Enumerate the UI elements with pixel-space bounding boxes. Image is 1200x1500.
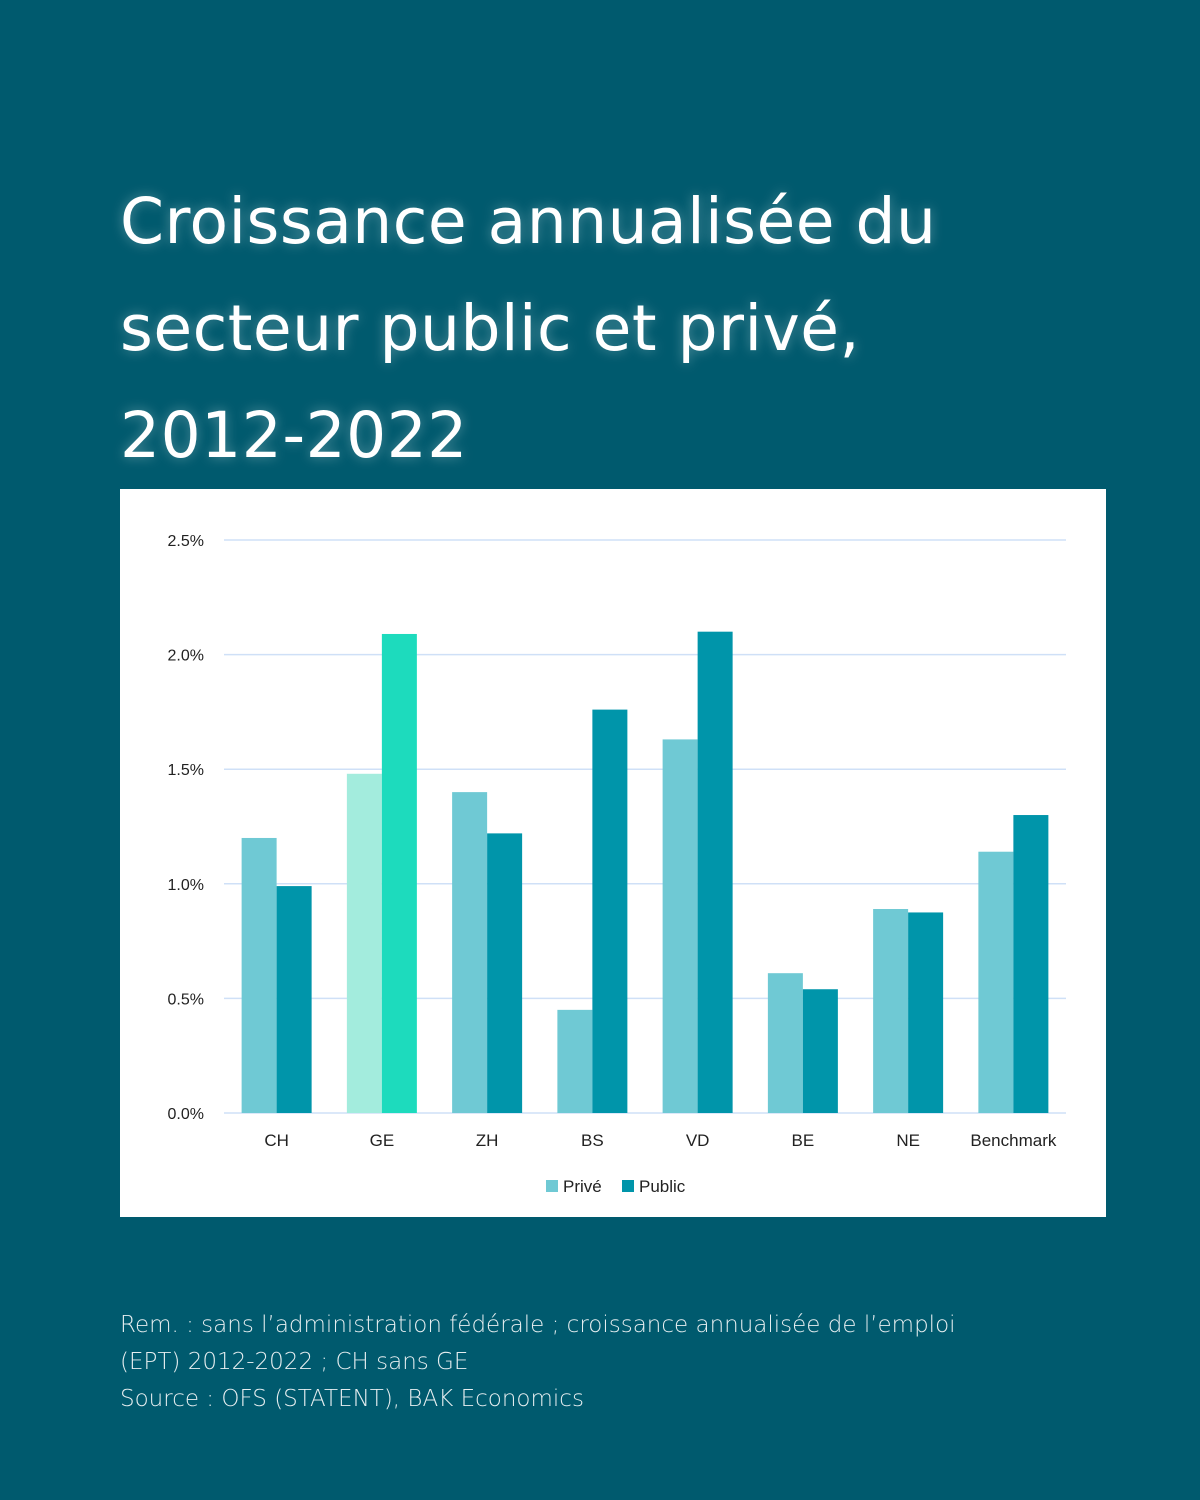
x-tick-label: NE	[896, 1131, 920, 1150]
legend-swatch-prive	[546, 1180, 558, 1192]
x-tick-label: Benchmark	[970, 1131, 1056, 1150]
chart-card: 0.0% 0.5% 1.0% 1.5% 2.0% 2.5% CH GE ZH BS VD BE NE B…	[120, 489, 1106, 1217]
legend-swatch-public	[622, 1180, 634, 1192]
bar-zh-public	[487, 833, 523, 1113]
remark-line-1: Rem. : sans l’administration fédérale ; …	[120, 1312, 956, 1338]
bars	[241, 631, 1049, 1113]
bar-ne-public	[908, 912, 944, 1113]
y-tick-label: 0.5%	[168, 991, 204, 1008]
legend-label-public: Public	[639, 1177, 686, 1196]
x-tick-label: ZH	[476, 1131, 499, 1150]
y-tick-label: 2.0%	[168, 648, 204, 665]
bar-ne-prive	[873, 909, 909, 1113]
x-tick-label: CH	[264, 1131, 289, 1150]
bar-be-prive	[767, 973, 803, 1113]
x-axis-ticks: CH GE ZH BS VD BE NE Benchmark	[264, 1131, 1057, 1150]
source-line: Source : OFS (STATENT), BAK Economics	[120, 1386, 584, 1412]
title-line-3: 2012-2022	[120, 399, 468, 472]
bar-benchmark-prive	[978, 851, 1014, 1113]
bar-zh-prive	[452, 792, 488, 1113]
y-tick-label: 1.5%	[168, 762, 204, 779]
remark-line-2: (EPT) 2012-2022 ; CH sans GE	[120, 1349, 469, 1375]
x-tick-label: VD	[686, 1131, 710, 1150]
bar-chart: 0.0% 0.5% 1.0% 1.5% 2.0% 2.5% CH GE ZH BS VD BE NE B…	[168, 533, 1066, 1196]
y-axis-ticks: 0.0% 0.5% 1.0% 1.5% 2.0% 2.5%	[168, 533, 204, 1123]
bar-bs-prive	[557, 1009, 593, 1113]
chart-title: Croissance annualisée du secteur public …	[120, 168, 1120, 489]
bar-ge-public	[381, 633, 417, 1113]
x-tick-label: GE	[370, 1131, 395, 1150]
legend: Privé Public	[546, 1177, 686, 1196]
title-line-1: Croissance annualisée du	[120, 185, 937, 258]
bar-vd-prive	[662, 739, 698, 1113]
y-tick-label: 0.0%	[168, 1106, 204, 1123]
bar-ch-prive	[241, 837, 277, 1113]
bar-bs-public	[592, 709, 628, 1113]
footnotes: Rem. : sans l’administration fédérale ; …	[120, 1307, 1100, 1418]
legend-label-prive: Privé	[563, 1177, 602, 1196]
bar-be-public	[802, 989, 838, 1113]
title-line-2: secteur public et privé,	[120, 292, 861, 365]
bar-vd-public	[697, 631, 733, 1113]
x-tick-label: BE	[792, 1131, 815, 1150]
x-tick-label: BS	[581, 1131, 604, 1150]
y-tick-label: 2.5%	[168, 533, 204, 550]
bar-ge-prive	[346, 773, 382, 1113]
bar-benchmark-public	[1013, 815, 1049, 1113]
bar-ch-public	[276, 886, 312, 1113]
y-tick-label: 1.0%	[168, 877, 204, 894]
